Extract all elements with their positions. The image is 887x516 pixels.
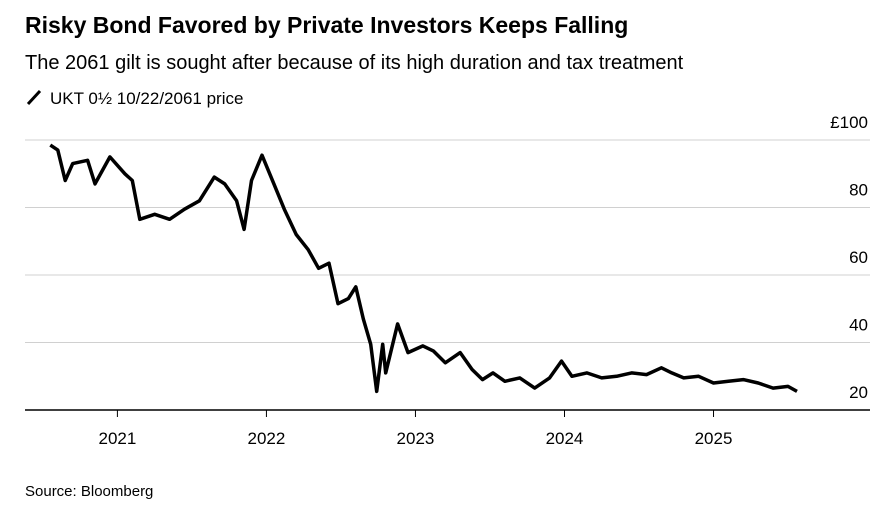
legend-swatch [26,89,42,106]
x-tick-label: 2021 [98,429,136,448]
y-tick-label: 60 [849,248,868,267]
y-tick-label: 40 [849,316,868,335]
chart-title: Risky Bond Favored by Private Investors … [25,12,628,38]
x-tick-label: 2025 [695,429,733,448]
y-tick-label: 80 [849,181,868,200]
chart-subtitle: The 2061 gilt is sought after because of… [25,52,684,74]
y-tick-label: £100 [830,113,868,132]
source: Source: Bloomberg [25,483,153,500]
x-tick-label: 2024 [546,429,584,448]
legend-label: UKT 0½ 10/22/2061 price [50,89,243,108]
y-tick-label: 20 [849,383,868,402]
x-tick-label: 2022 [248,429,286,448]
data-line [49,143,798,394]
x-tick-label: 2023 [397,429,435,448]
